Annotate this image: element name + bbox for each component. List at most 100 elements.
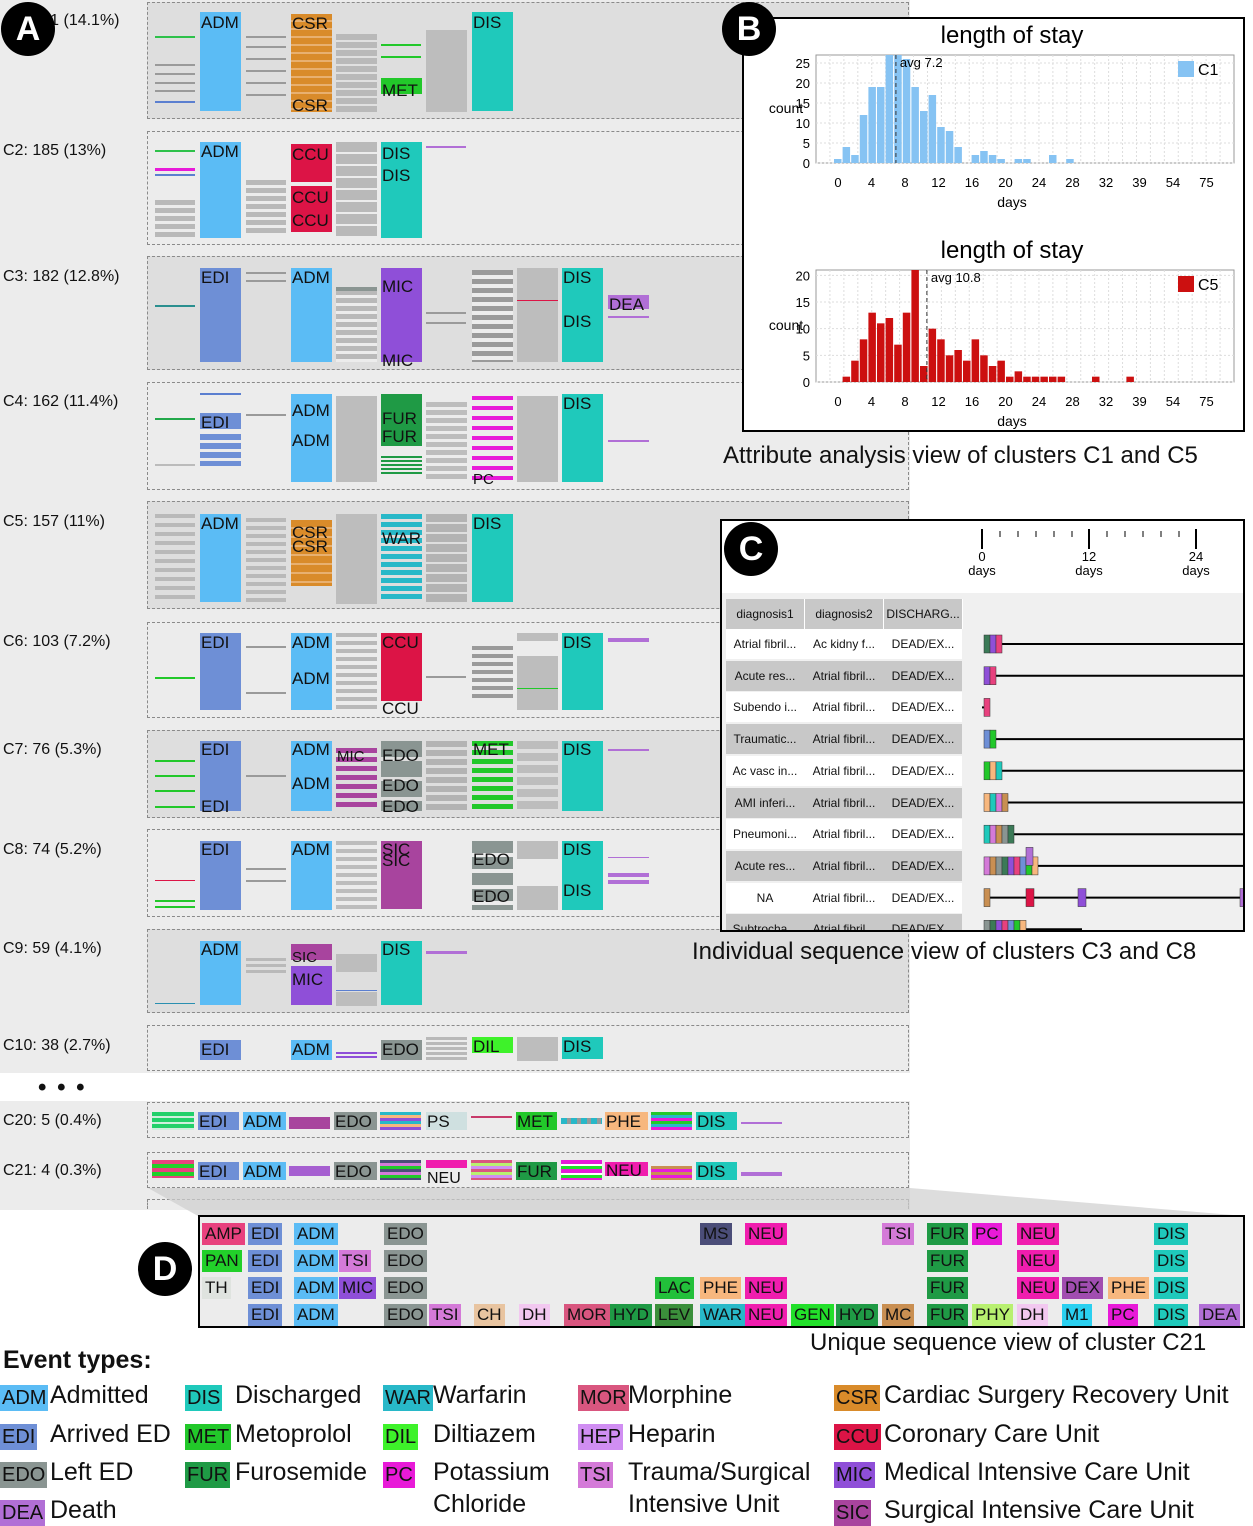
event-cell-edo[interactable]: EDO bbox=[384, 1223, 427, 1245]
mixed-block[interactable] bbox=[336, 290, 377, 362]
adm-block[interactable] bbox=[243, 1112, 286, 1130]
event-cell-gen[interactable]: GEN bbox=[791, 1304, 834, 1326]
event-cell-fur[interactable]: FUR bbox=[927, 1304, 968, 1326]
table-row[interactable] bbox=[726, 629, 962, 659]
neu-block[interactable] bbox=[605, 1162, 648, 1176]
event-cell-dex[interactable]: DEX bbox=[1062, 1277, 1103, 1299]
event-cell-war[interactable]: WAR bbox=[700, 1304, 746, 1326]
ccu-block[interactable] bbox=[291, 186, 332, 232]
table-row[interactable] bbox=[726, 819, 962, 850]
mixed-block[interactable] bbox=[336, 841, 377, 910]
event-cell-neu[interactable]: NEU bbox=[745, 1223, 787, 1245]
event-cell-fur[interactable]: FUR bbox=[927, 1223, 968, 1245]
csr-block[interactable] bbox=[291, 14, 332, 112]
dis-block[interactable] bbox=[562, 268, 603, 362]
column-header-discharge[interactable]: DISCHARG... bbox=[884, 599, 963, 629]
mixed-block[interactable] bbox=[517, 741, 558, 811]
mixed-block[interactable] bbox=[336, 396, 377, 482]
war-block[interactable] bbox=[381, 514, 422, 602]
edi-block[interactable] bbox=[200, 434, 241, 466]
event-cell-dh[interactable]: DH bbox=[1017, 1304, 1048, 1326]
mixed-block[interactable] bbox=[426, 30, 467, 112]
mic-block[interactable] bbox=[381, 268, 422, 362]
edo-block[interactable] bbox=[381, 1040, 422, 1060]
mixed-block[interactable] bbox=[336, 748, 377, 810]
fur-block[interactable] bbox=[381, 394, 422, 446]
edo-block[interactable] bbox=[472, 841, 513, 910]
edi-block[interactable] bbox=[198, 1112, 239, 1130]
mixed-block[interactable] bbox=[517, 268, 558, 362]
csr-block[interactable] bbox=[291, 520, 332, 586]
event-cell-hyd[interactable]: HYD bbox=[836, 1304, 878, 1326]
event-cell-ch[interactable]: CH bbox=[474, 1304, 505, 1326]
edi-block[interactable] bbox=[198, 1162, 239, 1180]
mixed-block[interactable] bbox=[336, 34, 377, 112]
ps-block[interactable] bbox=[426, 1112, 467, 1130]
mic-block[interactable] bbox=[291, 966, 332, 1005]
dea-block[interactable] bbox=[608, 295, 649, 309]
dis-block[interactable] bbox=[472, 12, 513, 111]
event-cell-mor[interactable]: MOR bbox=[564, 1304, 610, 1326]
mixed-block[interactable] bbox=[472, 646, 513, 702]
mixed-block[interactable] bbox=[426, 514, 467, 602]
event-cell-phy[interactable]: PHY bbox=[972, 1304, 1013, 1326]
met-block[interactable] bbox=[472, 741, 513, 811]
edi-block[interactable] bbox=[200, 633, 241, 710]
event-cell-pan[interactable]: PAN bbox=[202, 1250, 242, 1272]
cluster-row-c20[interactable] bbox=[147, 1102, 909, 1138]
event-cell-fur[interactable]: FUR bbox=[927, 1250, 968, 1272]
event-cell-tsi[interactable]: TSI bbox=[339, 1250, 372, 1272]
event-cell-mc[interactable]: MC bbox=[882, 1304, 915, 1326]
dis-block[interactable] bbox=[562, 741, 603, 811]
event-cell-th[interactable]: TH bbox=[202, 1277, 231, 1299]
event-cell-ms[interactable]: MS bbox=[700, 1223, 732, 1245]
phe-block[interactable] bbox=[605, 1112, 648, 1130]
mixed-block[interactable] bbox=[426, 402, 467, 480]
table-row[interactable] bbox=[726, 692, 962, 723]
event-cell-edo[interactable]: EDO bbox=[384, 1277, 427, 1299]
event-cell-edi[interactable]: EDI bbox=[248, 1304, 283, 1326]
event-cell-m1[interactable]: M1 bbox=[1062, 1304, 1092, 1326]
event-cell-neu[interactable]: NEU bbox=[745, 1304, 787, 1326]
event-cell-mic[interactable]: MIC bbox=[339, 1277, 377, 1299]
event-cell-edo[interactable]: EDO bbox=[384, 1304, 427, 1326]
mixed-block[interactable] bbox=[472, 270, 513, 362]
adm-block[interactable] bbox=[291, 394, 332, 482]
dis-block[interactable] bbox=[696, 1112, 737, 1130]
event-cell-dis[interactable]: DIS bbox=[1154, 1304, 1189, 1326]
cluster-row-c4[interactable] bbox=[147, 382, 909, 490]
pc-block[interactable] bbox=[472, 396, 513, 484]
event-cell-hyd[interactable]: HYD bbox=[610, 1304, 652, 1326]
met-block[interactable] bbox=[381, 78, 422, 94]
event-cell-edi[interactable]: EDI bbox=[248, 1277, 283, 1299]
event-cell-dea[interactable]: DEA bbox=[1199, 1304, 1240, 1326]
edo-block[interactable] bbox=[334, 1112, 377, 1130]
mixed-block[interactable] bbox=[517, 396, 558, 482]
dis-block[interactable] bbox=[562, 394, 603, 482]
event-cell-dis[interactable]: DIS bbox=[1154, 1223, 1189, 1245]
event-cell-neu[interactable]: NEU bbox=[1017, 1277, 1059, 1299]
sic-block[interactable] bbox=[291, 944, 332, 960]
dis-block[interactable] bbox=[696, 1162, 737, 1180]
dis-block[interactable] bbox=[562, 1037, 603, 1059]
event-cell-pc[interactable]: PC bbox=[1108, 1304, 1138, 1326]
event-cell-dis[interactable]: DIS bbox=[1154, 1277, 1189, 1299]
event-cell-tsi[interactable]: TSI bbox=[429, 1304, 462, 1326]
event-cell-amp[interactable]: AMP bbox=[202, 1223, 245, 1245]
table-row[interactable] bbox=[726, 660, 962, 691]
event-cell-neu[interactable]: NEU bbox=[1017, 1223, 1059, 1245]
edi-block[interactable] bbox=[200, 268, 241, 362]
ccu-block[interactable] bbox=[291, 144, 332, 182]
ccu-block[interactable] bbox=[381, 633, 422, 701]
event-cell-edo[interactable]: EDO bbox=[384, 1250, 427, 1272]
event-cell-lev[interactable]: LEV bbox=[655, 1304, 694, 1326]
event-cell-adm[interactable]: ADM bbox=[294, 1223, 338, 1245]
cluster-row-c10[interactable] bbox=[147, 1025, 909, 1071]
event-cell-fur[interactable]: FUR bbox=[927, 1277, 968, 1299]
adm-block[interactable] bbox=[291, 741, 332, 811]
edi-block[interactable] bbox=[200, 1040, 241, 1060]
event-cell-adm[interactable]: ADM bbox=[294, 1304, 338, 1326]
adm-block[interactable] bbox=[200, 941, 241, 1005]
mixed-block[interactable] bbox=[426, 741, 467, 811]
adm-block[interactable] bbox=[291, 633, 332, 710]
